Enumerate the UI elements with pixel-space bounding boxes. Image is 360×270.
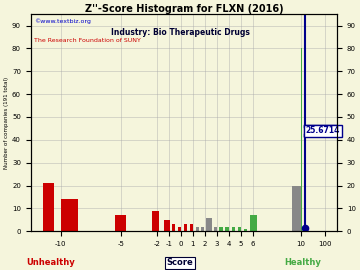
Y-axis label: Number of companies (191 total): Number of companies (191 total) <box>4 77 9 169</box>
Text: The Research Foundation of SUNY: The Research Foundation of SUNY <box>34 38 141 43</box>
Bar <box>62 199 78 231</box>
Text: Industry: Bio Therapeutic Drugs: Industry: Bio Therapeutic Drugs <box>111 28 249 37</box>
Bar <box>172 224 175 231</box>
Bar <box>190 224 193 231</box>
Bar <box>225 227 229 231</box>
Bar <box>178 227 181 231</box>
Bar <box>250 215 257 231</box>
Text: Score: Score <box>167 258 193 267</box>
Bar <box>214 227 217 231</box>
Bar <box>43 183 54 231</box>
Bar <box>152 211 159 231</box>
Bar <box>231 227 235 231</box>
Bar <box>220 227 223 231</box>
Text: Healthy: Healthy <box>284 258 321 267</box>
Bar <box>196 227 199 231</box>
Text: ©www.textbiz.org: ©www.textbiz.org <box>34 19 91 24</box>
Bar <box>238 227 241 231</box>
Bar <box>206 218 212 231</box>
Text: Unhealthy: Unhealthy <box>26 258 75 267</box>
Text: 25.6714: 25.6714 <box>306 126 340 135</box>
Title: Z''-Score Histogram for FLXN (2016): Z''-Score Histogram for FLXN (2016) <box>85 4 283 14</box>
Bar <box>292 185 301 231</box>
Bar <box>164 220 170 231</box>
Bar <box>201 227 204 231</box>
Bar <box>115 215 126 231</box>
Bar <box>243 229 247 231</box>
Bar <box>184 224 187 231</box>
